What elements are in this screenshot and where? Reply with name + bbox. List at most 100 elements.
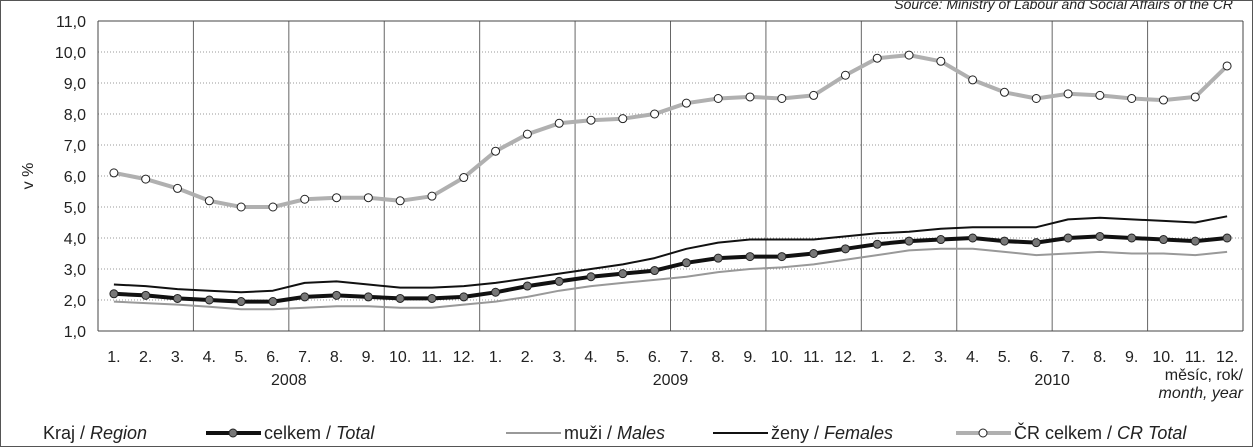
legend-title: Kraj / Region	[43, 423, 147, 443]
legend-item-cr: ČR celkem / CR Total	[956, 422, 1187, 443]
data-point-total	[968, 233, 978, 243]
data-point-cr	[1031, 94, 1041, 103]
y-axis-label: v %	[20, 163, 37, 190]
x-tick-label: 3.	[934, 349, 947, 366]
data-point-total	[1095, 231, 1105, 241]
series-line-females	[113, 215, 1228, 294]
y-tick-label: 9,0	[64, 76, 86, 93]
data-point-total	[332, 290, 342, 300]
data-point-total	[1031, 238, 1041, 248]
data-point-cr	[491, 146, 501, 156]
source-note: Source: Ministry of Labour and Social Af…	[894, 1, 1233, 12]
data-point-total	[363, 292, 373, 302]
y-tick-label: 6,0	[64, 169, 86, 186]
data-point-cr	[1190, 92, 1200, 102]
series-line-cr	[113, 53, 1229, 209]
data-point-total	[1190, 236, 1200, 246]
data-point-total	[522, 281, 532, 291]
data-point-cr	[777, 94, 787, 103]
legend-label: ženy / Females	[771, 423, 893, 443]
legend-item-males: muži / Males	[506, 423, 665, 443]
data-point-total	[109, 289, 119, 299]
data-point-cr	[522, 129, 532, 139]
data-point-total	[173, 293, 183, 303]
y-tick-label: 10,0	[55, 45, 86, 62]
data-point-cr	[300, 194, 310, 204]
legend-item-total: celkem / Total	[206, 423, 375, 443]
data-point-cr	[427, 191, 437, 201]
data-point-total	[459, 292, 469, 302]
x-tick-label: 8.	[330, 349, 343, 366]
data-point-cr	[173, 183, 183, 193]
x-tick-label: 9.	[1125, 349, 1138, 366]
gridlines	[98, 20, 1243, 331]
y-tick-label: 1,0	[64, 324, 86, 341]
data-point-total	[141, 290, 151, 300]
y-tick-label: 8,0	[64, 107, 86, 124]
data-point-total	[491, 287, 501, 297]
data-point-cr	[268, 202, 278, 212]
legend-label: muži / Males	[564, 423, 665, 443]
x-tick-label: 12.	[1216, 349, 1238, 366]
data-point-cr	[1222, 61, 1232, 71]
x-tick-label: 5.	[234, 349, 247, 366]
x-tick-label: 1.	[107, 349, 120, 366]
x-tick-label: 11.	[1185, 349, 1206, 366]
legend-marker	[978, 428, 988, 438]
y-tick-label: 11,0	[56, 14, 86, 31]
data-point-cr	[459, 173, 469, 183]
x-axis-label: měsíc, rok/	[1165, 367, 1244, 384]
y-tick-label: 3,0	[64, 262, 86, 279]
x-tick-label: 5.	[616, 349, 629, 366]
y-tick-label: 4,0	[64, 231, 86, 248]
series-cr	[109, 50, 1232, 212]
data-point-total	[427, 293, 437, 303]
x-tick-label: 4.	[966, 349, 979, 366]
data-point-cr	[968, 75, 978, 85]
data-point-total	[586, 272, 596, 282]
x-tick-label: 10.	[1152, 349, 1174, 366]
legend-item-females: ženy / Females	[713, 423, 893, 443]
data-point-cr	[554, 118, 564, 128]
data-point-total	[268, 297, 278, 307]
x-tick-label: 8.	[1093, 349, 1106, 366]
data-point-total	[904, 236, 914, 246]
x-tick-label: 7.	[298, 349, 311, 366]
data-point-cr	[618, 114, 628, 124]
x-tick-label: 1.	[489, 349, 502, 366]
data-point-total	[936, 235, 946, 245]
data-point-total	[777, 252, 787, 262]
data-point-total	[681, 258, 691, 268]
data-point-total	[745, 252, 755, 262]
x-tick-label: 6.	[648, 349, 661, 366]
x-tick-label: 10.	[389, 349, 411, 366]
x-tick-label: 4.	[584, 349, 597, 366]
data-point-cr	[809, 90, 819, 100]
legend-label: celkem / Total	[264, 423, 375, 443]
x-tick-label: 10.	[771, 349, 793, 366]
legend-marker	[228, 428, 238, 438]
data-point-cr	[650, 109, 660, 119]
data-point-total	[840, 244, 850, 254]
data-point-cr	[236, 202, 246, 212]
data-point-cr	[109, 168, 119, 178]
data-point-cr	[840, 70, 850, 80]
series-females	[113, 215, 1228, 294]
year-label: 2009	[653, 372, 689, 389]
year-label: 2008	[271, 372, 307, 389]
y-tick-label: 7,0	[64, 138, 86, 155]
x-tick-label: 7.	[1061, 349, 1074, 366]
data-point-total	[999, 236, 1009, 246]
x-tick-label: 2.	[521, 349, 534, 366]
x-tick-label: 8.	[712, 349, 725, 366]
data-point-cr	[681, 98, 691, 108]
data-point-total	[236, 297, 246, 307]
data-point-total	[554, 276, 564, 286]
x-axis-label-en: month, year	[1159, 385, 1244, 402]
data-point-total	[809, 249, 819, 258]
x-tick-label: 7.	[680, 349, 693, 366]
x-tick-label: 11.	[803, 349, 824, 366]
data-point-total	[1127, 233, 1137, 243]
x-tick-label: 9.	[743, 349, 756, 366]
